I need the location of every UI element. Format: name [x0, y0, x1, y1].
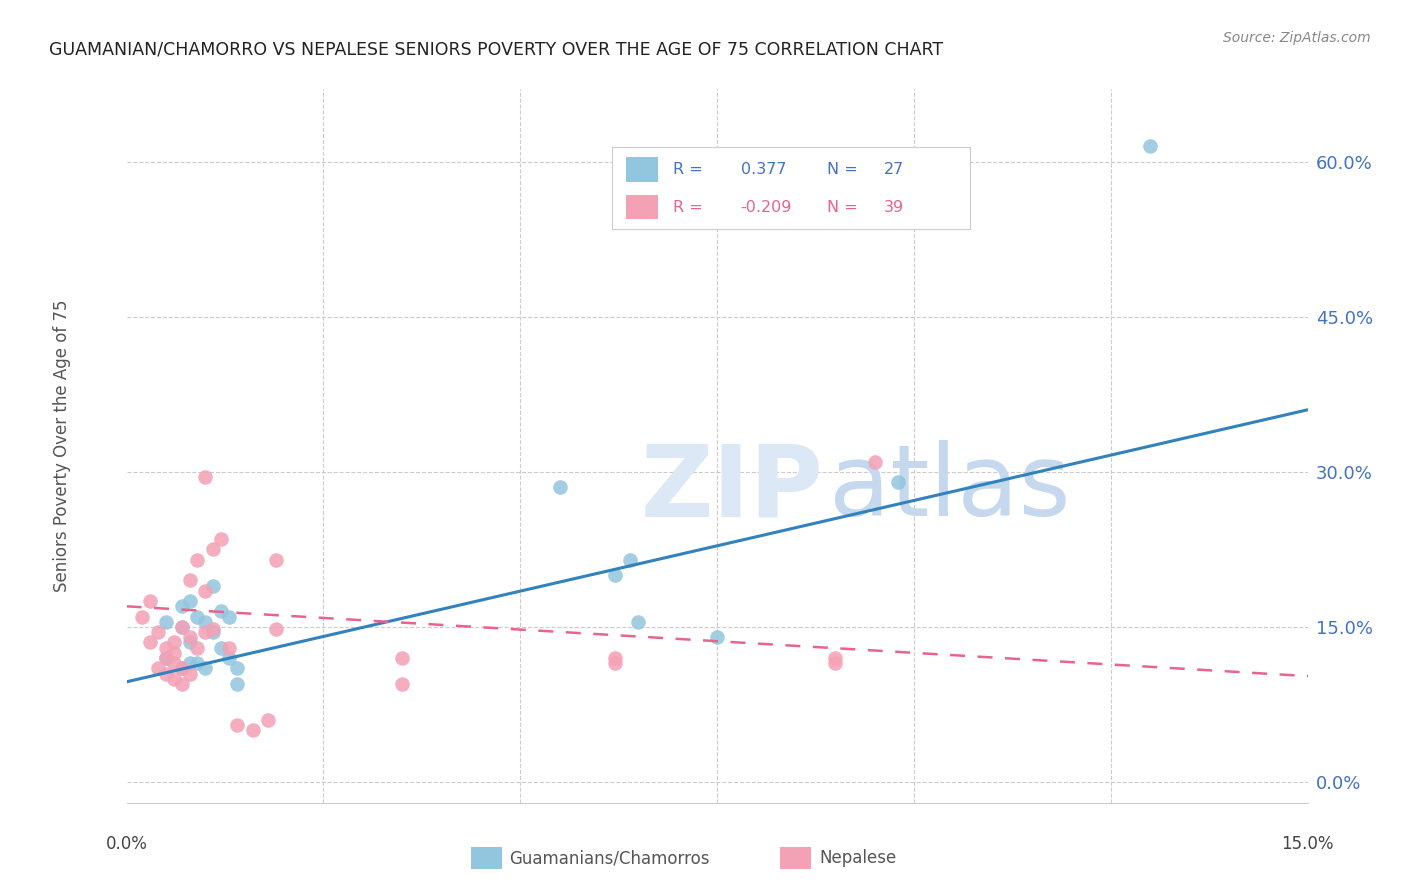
- Point: [218, 640, 240, 655]
- Point: [209, 532, 232, 546]
- Point: [163, 635, 186, 649]
- Text: atlas: atlas: [830, 441, 1071, 537]
- Text: 0.0%: 0.0%: [105, 835, 148, 853]
- Point: [194, 661, 217, 675]
- Point: [257, 713, 280, 727]
- Point: [548, 480, 571, 494]
- Point: [170, 661, 193, 675]
- Point: [163, 656, 186, 670]
- Point: [170, 620, 193, 634]
- Point: [170, 599, 193, 614]
- Point: [179, 635, 201, 649]
- Point: [218, 651, 240, 665]
- Point: [194, 583, 217, 598]
- Point: [264, 622, 287, 636]
- Text: 15.0%: 15.0%: [1281, 835, 1334, 853]
- Point: [179, 666, 201, 681]
- Point: [202, 625, 225, 640]
- Point: [225, 718, 247, 732]
- Text: -0.209: -0.209: [741, 200, 792, 215]
- Point: [186, 609, 208, 624]
- Point: [603, 651, 626, 665]
- Text: 27: 27: [884, 161, 904, 177]
- Point: [179, 656, 201, 670]
- Point: [155, 615, 177, 629]
- Point: [627, 615, 650, 629]
- Text: 39: 39: [884, 200, 904, 215]
- Point: [824, 651, 846, 665]
- Point: [139, 594, 162, 608]
- Point: [186, 640, 208, 655]
- Point: [170, 620, 193, 634]
- Point: [179, 594, 201, 608]
- FancyBboxPatch shape: [626, 194, 658, 219]
- Point: [155, 651, 177, 665]
- Point: [186, 656, 208, 670]
- Point: [194, 625, 217, 640]
- Point: [603, 568, 626, 582]
- Point: [603, 656, 626, 670]
- Text: R =: R =: [672, 200, 703, 215]
- Point: [194, 470, 217, 484]
- Point: [146, 661, 169, 675]
- Point: [179, 574, 201, 588]
- Point: [202, 622, 225, 636]
- Point: [202, 579, 225, 593]
- Point: [139, 635, 162, 649]
- Point: [155, 640, 177, 655]
- Text: Guamanians/Chamorros: Guamanians/Chamorros: [509, 849, 710, 867]
- Text: ZIP: ZIP: [640, 441, 823, 537]
- Text: Source: ZipAtlas.com: Source: ZipAtlas.com: [1223, 31, 1371, 45]
- Point: [619, 553, 641, 567]
- Point: [170, 677, 193, 691]
- Text: Seniors Poverty Over the Age of 75: Seniors Poverty Over the Age of 75: [52, 300, 70, 592]
- Point: [391, 677, 413, 691]
- Point: [131, 609, 153, 624]
- Point: [202, 542, 225, 557]
- Point: [225, 677, 247, 691]
- Point: [163, 646, 186, 660]
- Point: [194, 615, 217, 629]
- Point: [225, 661, 247, 675]
- Point: [1139, 139, 1161, 153]
- Text: N =: N =: [827, 200, 858, 215]
- Point: [163, 672, 186, 686]
- Point: [218, 609, 240, 624]
- Point: [155, 666, 177, 681]
- FancyBboxPatch shape: [626, 157, 658, 182]
- Point: [170, 661, 193, 675]
- Point: [391, 651, 413, 665]
- Text: 0.377: 0.377: [741, 161, 786, 177]
- Point: [242, 723, 264, 738]
- Point: [887, 475, 910, 490]
- Text: Nepalese: Nepalese: [820, 849, 897, 867]
- Point: [209, 605, 232, 619]
- Point: [824, 656, 846, 670]
- Point: [186, 553, 208, 567]
- Text: GUAMANIAN/CHAMORRO VS NEPALESE SENIORS POVERTY OVER THE AGE OF 75 CORRELATION CH: GUAMANIAN/CHAMORRO VS NEPALESE SENIORS P…: [49, 40, 943, 58]
- Text: N =: N =: [827, 161, 858, 177]
- Point: [706, 630, 728, 644]
- Point: [264, 553, 287, 567]
- Text: R =: R =: [672, 161, 703, 177]
- Point: [155, 651, 177, 665]
- Point: [209, 640, 232, 655]
- Point: [179, 630, 201, 644]
- Point: [863, 454, 886, 468]
- Point: [146, 625, 169, 640]
